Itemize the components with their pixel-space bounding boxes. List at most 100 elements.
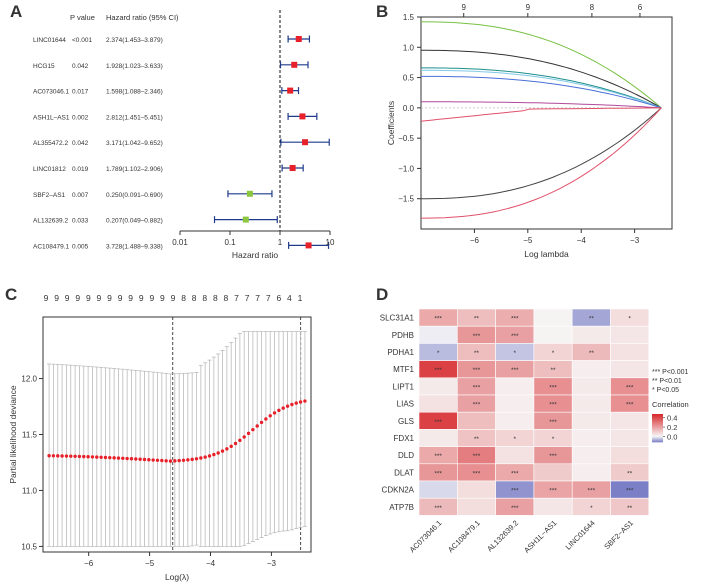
- significance-stars: *: [513, 436, 516, 443]
- x-tick-label: −5: [145, 559, 155, 568]
- heatmap-cell: [571, 377, 611, 396]
- coefficient-path-s5: [421, 75, 662, 109]
- significance-stars: ***: [473, 384, 481, 391]
- deviance-point: [116, 456, 121, 460]
- top-count-label: 9: [65, 293, 70, 303]
- row-label: LIAS: [397, 400, 414, 409]
- row-label: PDHA1: [387, 348, 414, 357]
- significance-stars: **: [627, 505, 633, 512]
- row-label: CDKN2A: [382, 486, 415, 495]
- column-label: AC073046.1: [408, 518, 444, 554]
- top-count-label: 7: [266, 293, 271, 303]
- deviance-point: [168, 459, 173, 463]
- deviance-point: [60, 454, 64, 458]
- hr-value: 2.812(1.451–5.451): [106, 114, 163, 121]
- colorbar-segment: [652, 437, 663, 439]
- significance-stars: ***: [511, 488, 519, 495]
- x-tick-label: −3: [267, 559, 277, 568]
- deviance-point: [73, 454, 77, 458]
- heatmap-cell: [610, 429, 650, 447]
- deviance-point: [290, 402, 294, 407]
- deviance-point: [95, 455, 99, 459]
- top-count-label: 9: [139, 293, 144, 303]
- hr-point: [305, 242, 312, 249]
- deviance-point: [155, 458, 160, 462]
- heatmap-cell: [495, 446, 535, 465]
- coefficient-path-s9: [421, 107, 662, 219]
- p-value: 0.033: [72, 218, 89, 225]
- x-tick-label: −5: [523, 236, 533, 245]
- significance-stars: ***: [511, 333, 519, 340]
- colorbar-segment: [652, 415, 663, 417]
- deviance-point: [129, 457, 134, 461]
- hr-value: 0.250(0.091–0.690): [106, 192, 163, 199]
- deviance-point: [277, 408, 281, 413]
- top-count-label: 9: [44, 293, 49, 303]
- gene-label: AC108479.1: [33, 243, 70, 250]
- gene-label: AC073046.1: [33, 89, 70, 96]
- panel-label-c: C: [5, 285, 17, 304]
- deviance-point: [51, 454, 56, 458]
- significance-stars: ***: [511, 316, 519, 323]
- colorbar-segment: [652, 416, 663, 418]
- gene-label: SBF2–AS1: [33, 192, 66, 199]
- deviance-point: [173, 459, 177, 463]
- significance-stars: ***: [626, 488, 634, 495]
- deviance-point: [86, 455, 90, 459]
- heatmap-cell: [533, 463, 573, 482]
- deviance-point: [229, 444, 233, 449]
- significance-stars: ***: [626, 384, 634, 391]
- gene-label: AL355472.2: [33, 140, 68, 147]
- x-tick-label: 10: [326, 238, 335, 247]
- hr-point: [287, 87, 294, 94]
- significance-stars: ***: [434, 316, 442, 323]
- plot-frame: [42, 316, 312, 553]
- coefficient-path-s7: [420, 107, 662, 122]
- significance-stars: ***: [473, 367, 481, 374]
- deviance-point: [251, 427, 255, 432]
- significance-stars: **: [474, 316, 480, 323]
- deviance-point: [272, 411, 277, 415]
- heatmap-cell: [495, 394, 535, 413]
- significance-stars: ***: [626, 402, 634, 409]
- gene-label: LINC01644: [33, 37, 66, 44]
- significance-stars: ***: [434, 505, 442, 512]
- row-label: MTF1: [393, 365, 414, 374]
- p-value: 0.005: [72, 243, 89, 250]
- significance-stars: **: [474, 436, 480, 443]
- significance-stars: ***: [549, 419, 557, 426]
- significance-stars: ***: [473, 470, 481, 477]
- colorbar-segment: [652, 425, 663, 428]
- significance-stars: ***: [473, 453, 481, 460]
- heatmap-cell: [495, 377, 535, 396]
- significance-stars: **: [551, 367, 557, 374]
- colorbar-segment: [652, 440, 663, 443]
- colorbar-segment: [652, 431, 663, 434]
- significance-stars: *: [513, 350, 516, 357]
- y-tick-label: −1.0: [398, 164, 414, 173]
- y-tick-label: 0.5: [403, 74, 415, 83]
- colorbar-segment: [652, 417, 663, 420]
- deviance-point: [242, 435, 246, 439]
- deviance-point: [264, 417, 268, 421]
- top-count-label: 6: [276, 293, 281, 303]
- plot-frame: [420, 16, 673, 230]
- top-count-label: 8: [192, 293, 197, 303]
- top-count-label: 9: [75, 293, 80, 303]
- significance-stars: **: [474, 350, 480, 357]
- deviance-point: [103, 455, 108, 460]
- deviance-point: [99, 455, 103, 459]
- significance-stars: ***: [588, 488, 596, 495]
- top-count-label: 8: [224, 293, 229, 303]
- hr-point: [299, 113, 306, 120]
- deviance-point: [56, 454, 60, 458]
- coefficient-path-s1: [420, 21, 662, 109]
- colorbar-segment: [652, 424, 663, 427]
- significance-legend-item: *** P<0.001: [652, 369, 688, 376]
- deviance-point: [112, 456, 116, 460]
- colorbar-title: Correlation: [652, 400, 689, 409]
- deviance-point: [121, 456, 125, 460]
- top-count-label: 9: [171, 293, 176, 303]
- coefficient-path-s8: [421, 107, 662, 200]
- significance-stars: ***: [434, 367, 442, 374]
